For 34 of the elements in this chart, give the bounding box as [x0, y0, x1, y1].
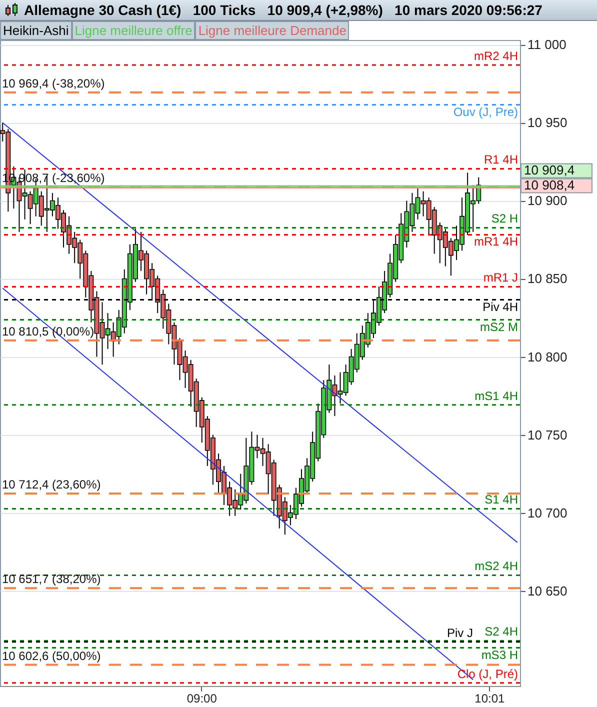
y-tick-label: 11 000 [528, 37, 566, 52]
y-tick-label: 10 700 [528, 505, 568, 520]
ref-line-label: mR1 4H [474, 234, 518, 249]
ref-line-label: 10 908,4 [524, 178, 575, 193]
ref-line-label: Piv J [446, 626, 473, 640]
text: Ligne meilleure offre [72, 21, 196, 40]
ref-line-label: 10 712,4 (23,60%) [2, 477, 101, 492]
ref-line-label: 10 909,4 [524, 162, 575, 178]
y-tick-label: 10 900 [528, 193, 568, 208]
y-tick-label: 10 950 [528, 115, 568, 130]
x-tick-label: 09:00 [186, 692, 218, 706]
ref-line-label: 10 602,6 (50,00%) [2, 648, 101, 663]
ref-line-label: mR1 J [483, 270, 518, 285]
ref-line-label: S2 H [491, 212, 518, 226]
y-tick-label: 10 650 [528, 583, 568, 598]
ref-line-label: mS2 M [480, 320, 518, 334]
ref-line-label: mS1 4H [474, 388, 518, 403]
ref-line-label: S1 4H [484, 492, 518, 507]
ref-line-label: mR2 4H [474, 48, 518, 63]
ref-line-label: 10 651,7 (38,20%) [2, 572, 101, 586]
y-tick-label: 10 850 [528, 271, 568, 286]
ref-line-label: 10 969,4 (-38,20%) [2, 76, 105, 90]
y-tick-label: 10 750 [528, 427, 568, 442]
y-tick-label: 10 800 [528, 349, 568, 364]
ref-line-label: Ouv (J, Pre) [453, 104, 518, 119]
ref-line-label: R1 4H [484, 152, 518, 167]
ref-line-label: mS3 H [481, 648, 518, 662]
ref-line-label: mS2 4H [474, 559, 518, 574]
x-tick-label: 10:01 [474, 692, 506, 706]
chart-title: Allemagne 30 Cash (1€) 100 Ticks 10 909,4 (+2,98%) 10 mars 2020 09:56:27 [24, 2, 542, 18]
text: Ligne meilleure Demande [195, 21, 350, 40]
ref-line-label: S2 4H [484, 624, 518, 639]
ref-line-label: Piv 4H [482, 300, 518, 314]
text: Heikin-Ashi [0, 21, 72, 40]
